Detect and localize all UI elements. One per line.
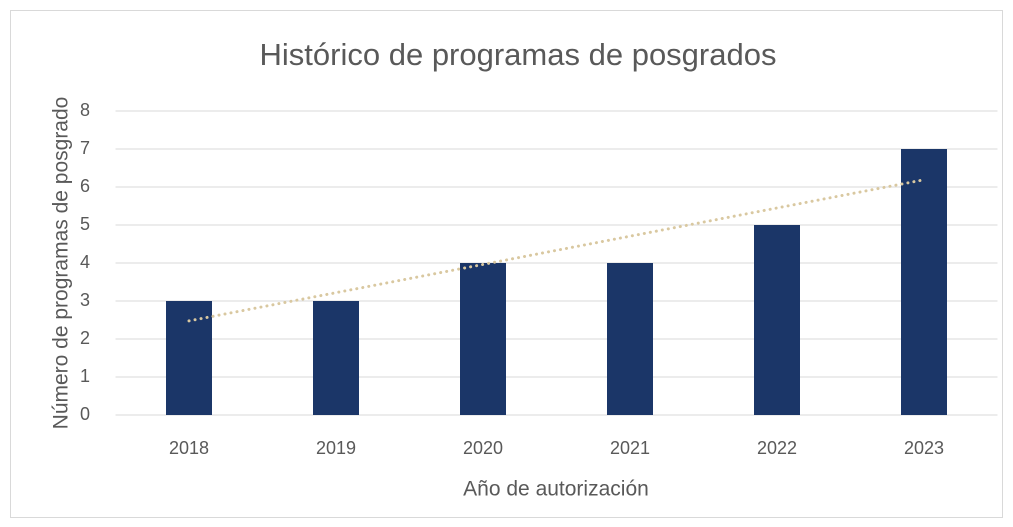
y-tick-label: 6	[80, 176, 90, 196]
bar	[166, 301, 212, 415]
y-tick-label: 0	[80, 404, 90, 424]
x-tick-label: 2018	[169, 438, 209, 458]
x-tick-label: 2019	[316, 438, 356, 458]
y-tick-label: 1	[80, 366, 90, 386]
x-tick-label: 2022	[757, 438, 797, 458]
bar	[607, 263, 653, 415]
bar	[313, 301, 359, 415]
bar	[460, 263, 506, 415]
bar	[754, 225, 800, 415]
x-axis-title: Año de autorización	[463, 478, 649, 501]
y-tick-label: 2	[80, 328, 90, 348]
y-tick-label: 8	[80, 100, 90, 120]
chart-title: Histórico de programas de posgrados	[260, 37, 777, 72]
x-tick-label: 2020	[463, 438, 503, 458]
chart-border	[10, 10, 1003, 518]
y-tick-label: 3	[80, 290, 90, 310]
y-tick-label: 5	[80, 214, 90, 234]
x-tick-label: 2023	[904, 438, 944, 458]
y-axis-title: Número de programas de posgrado	[50, 97, 73, 430]
x-tick-label: 2021	[610, 438, 650, 458]
trendline	[187, 178, 926, 323]
y-tick-label: 7	[80, 138, 90, 158]
y-tick-label: 4	[80, 252, 90, 272]
bar	[901, 149, 947, 415]
